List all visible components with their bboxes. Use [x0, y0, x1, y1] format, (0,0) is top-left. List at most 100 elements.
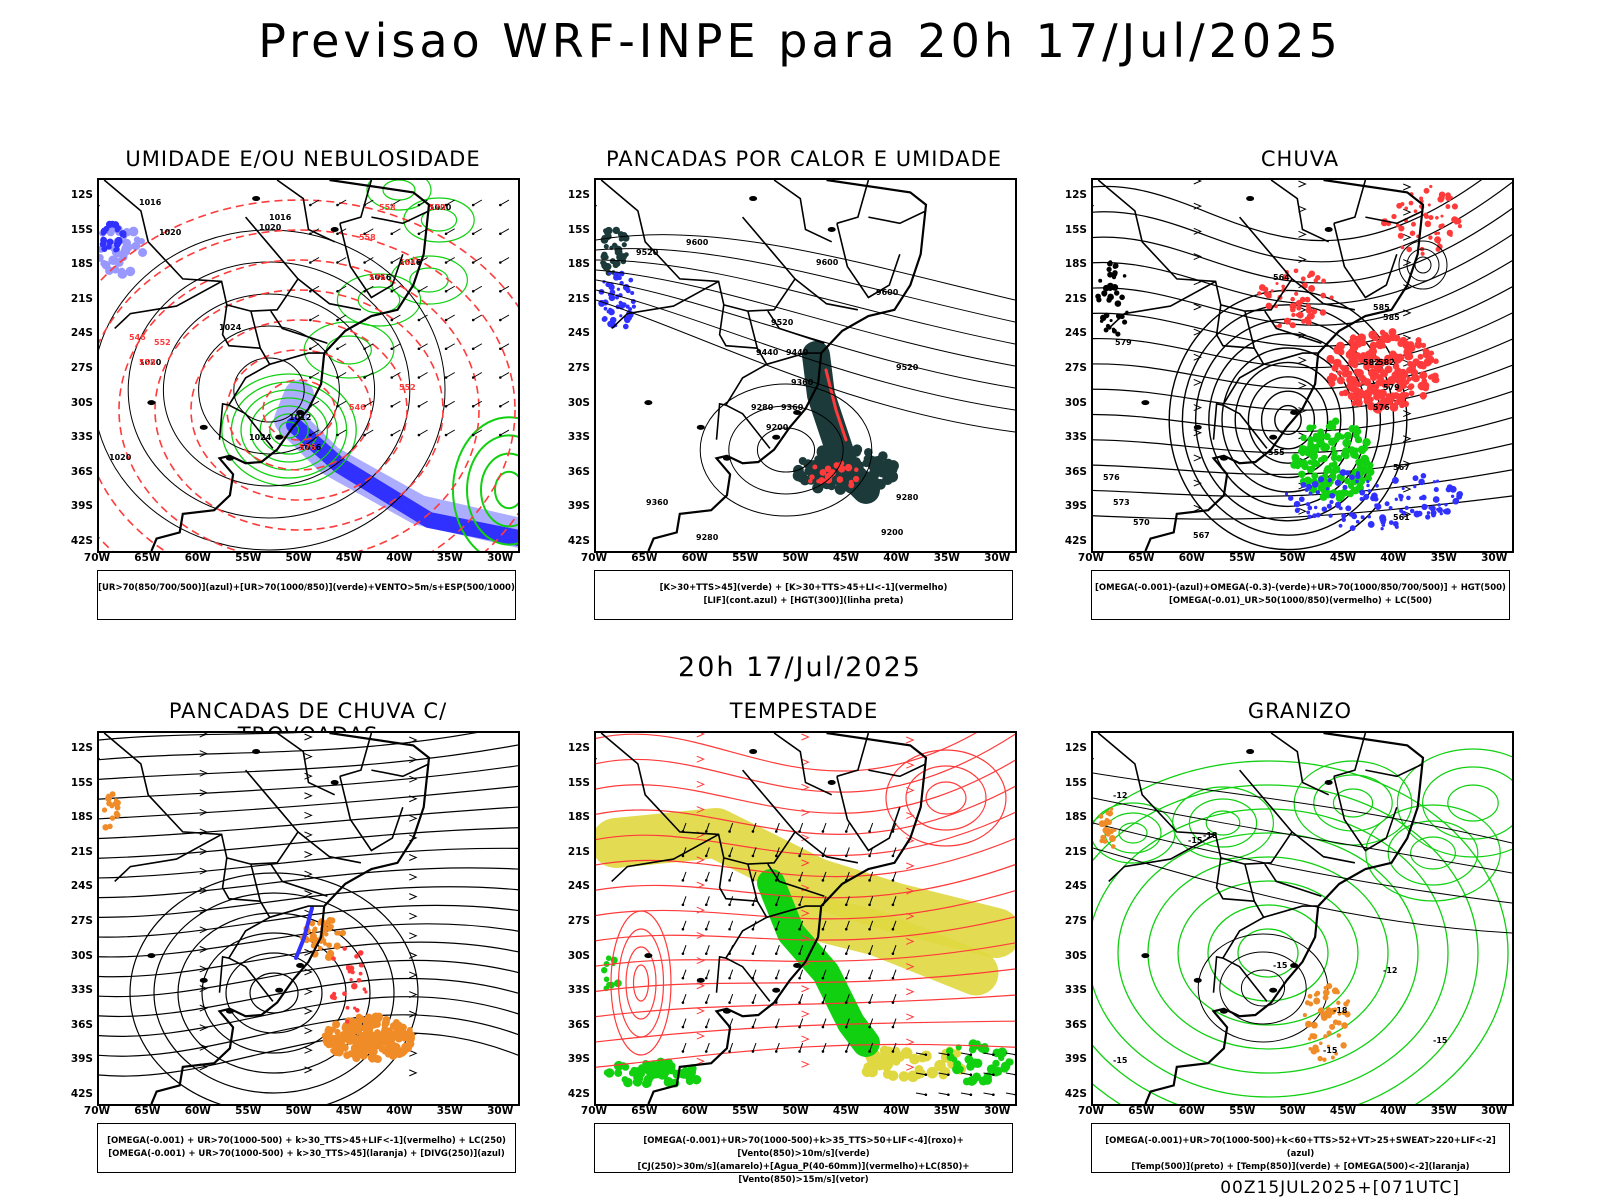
wind-vector-head: [336, 232, 339, 236]
shaded-area: [1332, 1019, 1339, 1025]
wind-vector-head: [417, 318, 421, 322]
wind-vector-head: [844, 903, 848, 907]
wind-vector: [960, 1072, 971, 1076]
wind-vector-head: [947, 1053, 950, 1057]
legend-line: [K>30+TTS>45](verde) + [K>30+TTS>45+LI<-…: [659, 583, 948, 593]
wind-vector-head: [390, 376, 394, 379]
wind-vector-head: [728, 879, 731, 882]
shaded-area: [1349, 334, 1356, 341]
shaded-area: [1329, 1023, 1336, 1030]
shaded-area: [854, 467, 859, 472]
shaded-area: [1312, 513, 1317, 519]
shaded-area: [946, 1047, 954, 1055]
wind-vector-head: [417, 376, 421, 379]
latitude-label: 30S: [1064, 949, 1087, 962]
wind-vector-head: [821, 1050, 825, 1053]
wind-vector: [391, 429, 401, 436]
shaded-area: [1451, 203, 1458, 210]
shaded-area: [332, 995, 337, 1001]
contour-line: [905, 765, 987, 831]
contour-line: [249, 972, 299, 1014]
legend-line: [OMEGA(-0.001)+UR>70(1000-500)+k<60+TTS>…: [1105, 1136, 1496, 1159]
shaded-area: [909, 1053, 920, 1065]
shaded-band: [757, 869, 880, 1057]
shaded-area: [355, 1042, 363, 1050]
streamline: [596, 759, 1015, 814]
border-line: [1212, 955, 1224, 993]
latitude-label: 36S: [567, 465, 590, 478]
contour-line: [278, 421, 300, 439]
wind-vector: [892, 1018, 897, 1028]
shaded-area: [1439, 512, 1443, 516]
shaded-area: [1291, 312, 1296, 318]
contour-line: [262, 379, 336, 441]
shaded-area: [1304, 1000, 1311, 1006]
shaded-area: [1317, 1055, 1323, 1062]
wind-vector: [391, 228, 401, 235]
shaded-area: [1337, 370, 1343, 376]
latitude-label: 30S: [70, 396, 93, 409]
shaded-area: [1359, 489, 1366, 496]
longitude-label: 40W: [1380, 1105, 1407, 1117]
contour-label: 570: [1133, 518, 1150, 527]
map-canvas: [596, 733, 1015, 1104]
wind-vector-head: [868, 1025, 871, 1029]
latitude-label: 24S: [70, 327, 93, 340]
shaded-area: [1305, 1020, 1312, 1028]
shaded-area: [1379, 335, 1385, 341]
stream-arrow: [304, 792, 313, 800]
shaded-area: [1107, 293, 1114, 301]
wind-vector: [729, 920, 734, 930]
border-line: [269, 905, 324, 919]
legend-granizo: [OMEGA(-0.001)+UR>70(1000-500)+k<60+TTS>…: [1091, 1123, 1510, 1173]
wind-vector: [869, 871, 874, 881]
shaded-area: [1367, 489, 1372, 493]
wind-vector: [682, 896, 687, 905]
border-line: [1333, 776, 1398, 852]
wind-vector-head: [681, 854, 685, 858]
contour-label: 9600: [816, 258, 839, 267]
shaded-area: [1268, 295, 1272, 299]
longitude-label: 35W: [436, 1105, 463, 1117]
latitude-label: 30S: [567, 949, 590, 962]
shaded-area: [1436, 479, 1440, 483]
shaded-area: [863, 1062, 872, 1072]
shaded-area: [833, 462, 840, 469]
contour-line: [632, 964, 650, 1002]
lake-shape: [722, 455, 731, 461]
shaded-area: [1375, 483, 1379, 488]
wind-vector: [310, 372, 320, 378]
shaded-area: [1408, 383, 1415, 390]
shaded-area: [1324, 465, 1333, 474]
wind-vector: [500, 314, 510, 321]
shaded-area: [1326, 503, 1332, 509]
shaded-area: [1342, 389, 1349, 397]
wind-vector-head: [774, 903, 778, 907]
wind-vector: [500, 257, 510, 263]
main-title: Previsao WRF-INPE para 20h 17/Jul/2025: [258, 14, 1342, 68]
wind-vector-head: [499, 203, 502, 207]
shaded-area: [1329, 295, 1334, 300]
shaded-area: [1374, 503, 1379, 508]
shaded-area: [1098, 820, 1106, 828]
border-line: [297, 831, 362, 864]
wind-vector-head: [704, 854, 708, 858]
shaded-area: [1329, 373, 1338, 382]
shaded-area: [1304, 296, 1311, 303]
streamline: [99, 806, 518, 840]
wind-vector-head: [417, 232, 421, 236]
stream-arrow: [409, 971, 418, 979]
shaded-area: [613, 271, 620, 278]
wind-vector: [729, 871, 734, 881]
shaded-area: [358, 971, 363, 976]
wind-vector: [337, 199, 347, 206]
shaded-area: [100, 230, 106, 236]
shaded-area: [951, 1056, 958, 1063]
shaded-area: [1321, 506, 1328, 512]
shaded-area: [109, 220, 116, 228]
shaded-area: [1394, 399, 1401, 406]
shaded-area: [618, 270, 625, 277]
shaded-area: [1313, 997, 1321, 1005]
contour-line: [617, 928, 665, 1038]
shaded-area: [1315, 490, 1321, 495]
